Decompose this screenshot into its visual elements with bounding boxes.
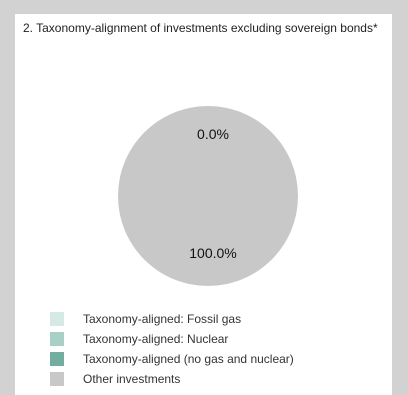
pie-slice-other-investments (118, 106, 298, 286)
legend-label: Other investments (83, 372, 181, 386)
chart-title: 2. Taxonomy-alignment of investments exc… (23, 21, 378, 35)
legend-item-aligned-no-gas-nuclear: Taxonomy-aligned (no gas and nuclear) (50, 350, 294, 368)
legend-swatch (50, 312, 64, 326)
data-label-aligned: 0.0% (197, 126, 229, 142)
legend-swatch (50, 332, 64, 346)
legend: Taxonomy-aligned: Fossil gas Taxonomy-al… (50, 310, 294, 390)
data-label-other: 100.0% (189, 245, 236, 261)
pie-chart: 0.0% 100.0% (118, 106, 298, 286)
legend-swatch (50, 372, 64, 386)
chart-card: 2. Taxonomy-alignment of investments exc… (15, 14, 392, 395)
legend-label: Taxonomy-aligned (no gas and nuclear) (83, 352, 294, 366)
legend-label: Taxonomy-aligned: Fossil gas (83, 312, 242, 326)
legend-item-nuclear: Taxonomy-aligned: Nuclear (50, 330, 294, 348)
legend-swatch (50, 352, 64, 366)
legend-label: Taxonomy-aligned: Nuclear (83, 332, 229, 346)
legend-item-fossil-gas: Taxonomy-aligned: Fossil gas (50, 310, 294, 328)
legend-item-other-investments: Other investments (50, 370, 294, 388)
